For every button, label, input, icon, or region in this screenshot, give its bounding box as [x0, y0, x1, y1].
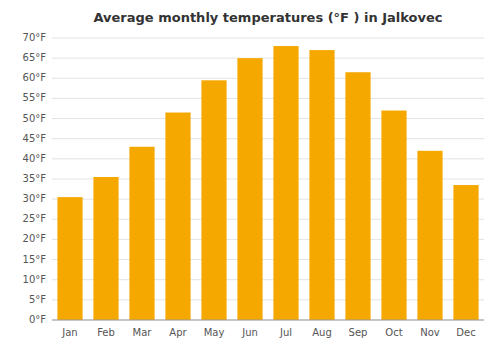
y-tick-label: 55°F [23, 92, 47, 103]
y-tick-label: 20°F [23, 233, 47, 244]
y-tick-label: 65°F [23, 52, 47, 63]
bar [237, 58, 262, 320]
x-tick-label: Jan [61, 327, 77, 338]
grid-line [52, 58, 484, 59]
grid-line [52, 38, 484, 39]
title: Average monthly temperatures (°F ) in Ja… [93, 10, 442, 25]
background [0, 0, 500, 350]
x-tick-label: Feb [97, 327, 115, 338]
bar [381, 111, 406, 320]
x-tick-label: Jun [241, 327, 258, 338]
x-tick-label: Sep [349, 327, 368, 338]
y-tick-label: 35°F [23, 173, 47, 184]
y-tick-label: 5°F [29, 294, 46, 305]
y-tick-label: 40°F [23, 153, 47, 164]
x-axis-line [52, 320, 484, 321]
chart: 0°F 5°F 10°F 15°F 20°F 25°F 30°F 35°F 40°F 45°F 50… [0, 0, 500, 350]
grid-line [52, 98, 484, 99]
y-tick-label: 10°F [23, 274, 47, 285]
y-tick-label: 45°F [23, 133, 47, 144]
bar [417, 151, 442, 320]
y-tick-label: 30°F [23, 193, 47, 204]
x-tick-label: Apr [169, 327, 187, 338]
y-axis: 0°F 5°F 10°F 15°F 20°F 25°F 30°F 35°F 40°F 45°F 50… [23, 32, 47, 325]
y-tick-label: 25°F [23, 213, 47, 224]
chart-container: 0°F 5°F 10°F 15°F 20°F 25°F 30°F 35°F 40°F 45°F 50… [0, 0, 500, 350]
x-tick-label: May [204, 327, 225, 338]
y-grid [52, 38, 484, 320]
y-tick-label: 50°F [23, 113, 47, 124]
x-tick-label: Nov [420, 327, 440, 338]
y-tick-label: 15°F [23, 254, 47, 265]
x-tick-label: Oct [385, 327, 402, 338]
bars [57, 46, 478, 320]
bar [57, 197, 82, 320]
grid-line [52, 138, 484, 139]
x-axis: Jan Feb Mar Apr May Jun Jul Aug Sep Oct Nov Dec [52, 320, 484, 338]
bar [165, 113, 190, 320]
bar [273, 46, 298, 320]
x-tick-label: Dec [456, 327, 475, 338]
x-tick-label: Jul [279, 327, 292, 338]
bar [93, 177, 118, 320]
y-tick-label: 70°F [23, 32, 47, 43]
bar [309, 50, 334, 320]
bar [129, 147, 154, 320]
grid-line [52, 320, 484, 321]
bar [453, 185, 478, 320]
y-tick-label: 60°F [23, 72, 47, 83]
bar [345, 72, 370, 320]
grid-line [52, 118, 484, 119]
x-tick-label: Aug [312, 327, 332, 338]
grid-line [52, 78, 484, 79]
x-tick-label: Mar [133, 327, 153, 338]
page: {"chart_data": {"type": "bar", "title": … [0, 0, 500, 350]
bar [201, 80, 226, 320]
y-tick-label: 0°F [29, 314, 46, 325]
